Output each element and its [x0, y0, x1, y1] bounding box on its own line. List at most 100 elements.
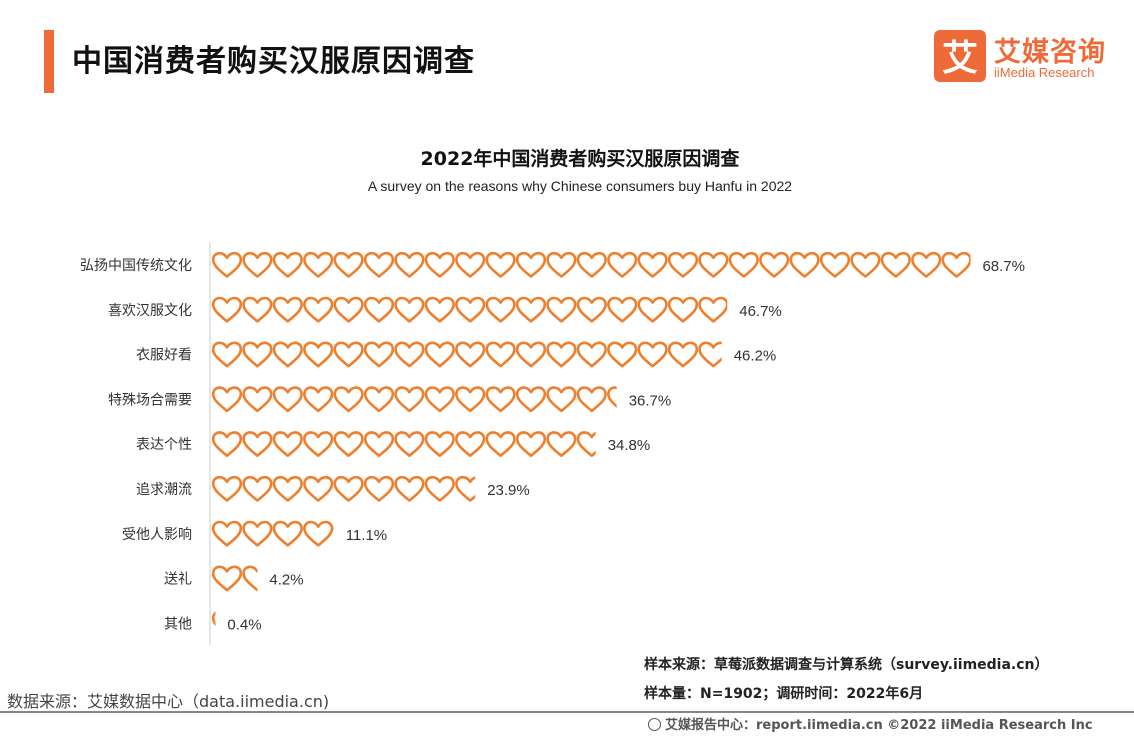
heart-outline-icon	[576, 251, 607, 278]
heart-outline-icon	[211, 611, 216, 627]
heart-outline-icon	[424, 296, 455, 323]
heart-outline-icon	[667, 251, 699, 278]
heart-outline-icon	[272, 251, 303, 278]
heart-outline-icon	[728, 251, 759, 278]
heart-outline-icon	[819, 251, 851, 278]
heart-outline-icon	[546, 431, 577, 458]
heart-outline-icon	[333, 341, 364, 368]
category-label: 送礼	[164, 572, 192, 588]
heart-outline-icon	[394, 296, 425, 323]
heart-outline-icon	[941, 251, 971, 278]
heart-outline-icon	[211, 520, 243, 547]
heart-outline-icon	[485, 386, 516, 413]
heart-outline-icon	[303, 251, 334, 278]
heart-outline-icon	[576, 296, 607, 323]
value-label: 34.8%	[608, 437, 651, 454]
heart-outline-icon	[424, 431, 455, 458]
heart-outline-icon	[333, 431, 364, 458]
heart-outline-icon	[272, 431, 303, 458]
heart-outline-icon	[211, 431, 243, 458]
heart-outline-icon	[242, 520, 273, 547]
heart-outline-icon	[211, 251, 243, 278]
heart-outline-icon	[272, 341, 303, 368]
heart-outline-icon	[333, 251, 364, 278]
heart-outline-icon	[607, 341, 638, 368]
heart-outline-icon	[363, 386, 395, 413]
value-label: 11.1%	[346, 527, 387, 544]
heart-outline-icon	[911, 251, 942, 278]
heart-outline-icon	[394, 475, 425, 502]
heart-outline-icon	[698, 296, 728, 323]
heart-outline-icon	[394, 251, 425, 278]
footer-text: 艾媒报告中心：report.iimedia.cn ©2022 iiMedia R…	[665, 718, 1093, 733]
bar-1	[211, 251, 971, 278]
heart-outline-icon	[363, 431, 395, 458]
heart-outline-icon	[850, 251, 881, 278]
heart-outline-icon	[363, 296, 395, 323]
heart-outline-icon	[211, 475, 243, 502]
heart-outline-icon	[394, 386, 425, 413]
heart-outline-icon	[363, 475, 395, 502]
heart-outline-icon	[455, 251, 486, 278]
sample-size-note: 样本量：N=1902；调研时间：2022年6月	[644, 686, 924, 702]
bar-3	[211, 341, 722, 368]
footer-divider	[0, 711, 1134, 713]
category-label: 衣服好看	[136, 348, 192, 364]
heart-outline-icon	[242, 251, 273, 278]
heart-outline-icon	[424, 251, 455, 278]
heart-outline-icon	[515, 251, 547, 278]
category-label: 其他	[164, 616, 192, 632]
heart-outline-icon	[242, 296, 273, 323]
heart-outline-icon	[455, 296, 486, 323]
heart-outline-icon	[515, 431, 547, 458]
heart-outline-icon	[485, 341, 516, 368]
heart-outline-icon	[455, 431, 486, 458]
sample-source-note: 样本来源：草莓派数据调查与计算系统（survey.iimedia.cn）	[644, 657, 1049, 673]
heart-outline-icon	[698, 341, 722, 368]
value-label: 36.7%	[629, 392, 672, 409]
heart-outline-icon	[242, 341, 273, 368]
heart-outline-icon	[455, 386, 486, 413]
bar-7	[211, 520, 334, 547]
heart-outline-icon	[485, 251, 516, 278]
bar-4	[211, 386, 617, 413]
category-label: 受他人影响	[122, 527, 192, 543]
bar-8	[211, 565, 258, 592]
heart-outline-icon	[667, 296, 699, 323]
heart-outline-icon	[576, 341, 607, 368]
heart-outline-icon	[242, 386, 273, 413]
bar-6	[211, 475, 476, 502]
heart-outline-icon	[272, 386, 303, 413]
heart-outline-icon	[333, 386, 364, 413]
heart-outline-icon	[363, 341, 395, 368]
heart-outline-icon	[576, 431, 596, 458]
heart-outline-icon	[303, 475, 334, 502]
heart-outline-icon	[515, 296, 547, 323]
heart-outline-icon	[455, 475, 476, 502]
bar-9	[211, 611, 216, 627]
heart-outline-icon	[242, 565, 258, 592]
category-label: 特殊场合需要	[108, 392, 192, 408]
heart-outline-icon	[789, 251, 820, 278]
category-label: 喜欢汉服文化	[108, 303, 192, 319]
heart-outline-icon	[546, 386, 577, 413]
heart-outline-icon	[515, 386, 547, 413]
value-label: 46.2%	[734, 348, 777, 365]
heart-outline-icon	[607, 296, 638, 323]
svg-text:艾: 艾	[942, 38, 978, 79]
heart-outline-icon	[880, 251, 911, 278]
heart-outline-icon	[333, 475, 364, 502]
heart-outline-icon	[211, 296, 243, 323]
chart-title: 2022年中国消费者购买汉服原因调查	[420, 148, 740, 170]
heart-outline-icon	[211, 386, 243, 413]
heart-outline-icon	[607, 251, 638, 278]
chart-subtitle: A survey on the reasons why Chinese cons…	[367, 178, 793, 194]
heart-outline-icon	[667, 341, 699, 368]
heart-outline-icon	[242, 475, 273, 502]
heart-outline-icon	[759, 251, 790, 278]
heart-outline-icon	[211, 341, 243, 368]
heart-outline-icon	[485, 296, 516, 323]
value-label: 23.9%	[487, 482, 530, 499]
page-title: 中国消费者购买汉服原因调查	[72, 44, 475, 79]
heart-outline-icon	[546, 341, 577, 368]
